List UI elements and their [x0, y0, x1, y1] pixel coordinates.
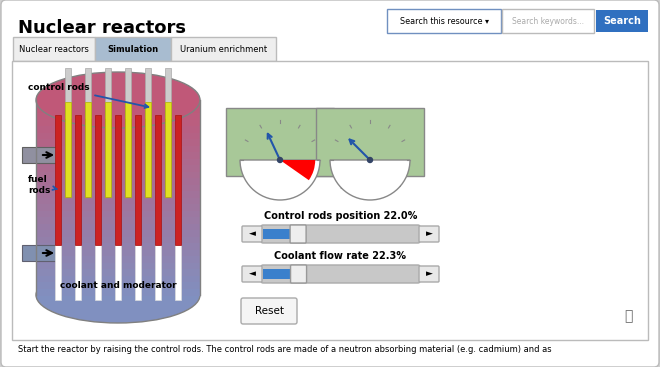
Text: control rods: control rods: [28, 83, 148, 108]
Text: Uranium enrichment: Uranium enrichment: [180, 44, 267, 54]
Text: ►: ►: [426, 229, 432, 239]
Text: Nuclear reactors: Nuclear reactors: [18, 19, 186, 37]
Text: Simulation: Simulation: [108, 44, 158, 54]
Bar: [263, 269, 298, 279]
Bar: [36, 126, 200, 134]
Bar: [36, 113, 200, 120]
Text: ◄: ◄: [249, 229, 255, 239]
Bar: [145, 68, 151, 118]
Text: Control rods position 22.0%: Control rods position 22.0%: [264, 211, 417, 221]
Bar: [95, 115, 101, 245]
Bar: [36, 217, 200, 225]
Bar: [135, 115, 141, 245]
Bar: [65, 102, 71, 197]
Bar: [36, 185, 200, 192]
Bar: [145, 102, 151, 197]
Bar: [36, 159, 200, 166]
Bar: [135, 245, 141, 300]
FancyBboxPatch shape: [171, 37, 276, 61]
Bar: [36, 211, 200, 218]
Text: Start the reactor by raising the control rods. The control rods are made of a ne: Start the reactor by raising the control…: [18, 345, 552, 355]
FancyBboxPatch shape: [290, 225, 306, 243]
FancyBboxPatch shape: [95, 37, 171, 61]
Bar: [36, 145, 200, 153]
FancyBboxPatch shape: [502, 9, 594, 33]
Bar: [596, 10, 648, 32]
Text: ◄: ◄: [249, 269, 255, 279]
FancyBboxPatch shape: [12, 61, 648, 340]
Bar: [36, 132, 200, 140]
Bar: [85, 102, 91, 197]
Bar: [36, 250, 200, 257]
Bar: [65, 68, 71, 118]
Bar: [36, 224, 200, 231]
Text: ►: ►: [426, 269, 432, 279]
Bar: [115, 245, 121, 300]
Circle shape: [277, 157, 282, 163]
Text: ⛶: ⛶: [624, 309, 632, 323]
Bar: [75, 115, 81, 245]
Text: Search this resource ▾: Search this resource ▾: [399, 17, 488, 25]
Bar: [36, 171, 200, 179]
Text: Search keywords...: Search keywords...: [512, 17, 584, 25]
Bar: [155, 245, 161, 300]
Bar: [36, 139, 200, 146]
Bar: [36, 197, 200, 205]
Bar: [175, 245, 181, 300]
Bar: [36, 152, 200, 160]
Text: fuel
rods: fuel rods: [28, 175, 57, 195]
Circle shape: [368, 157, 372, 163]
Wedge shape: [280, 160, 315, 180]
Text: Reset: Reset: [255, 306, 284, 316]
Text: Coolant flow rate 22.3%: Coolant flow rate 22.3%: [275, 251, 407, 261]
Bar: [105, 68, 111, 118]
Bar: [55, 245, 61, 300]
Bar: [36, 106, 200, 114]
Bar: [22, 245, 57, 261]
Bar: [36, 288, 200, 296]
FancyBboxPatch shape: [242, 266, 262, 282]
Text: Nuclear reactors: Nuclear reactors: [19, 44, 89, 54]
FancyBboxPatch shape: [261, 265, 420, 283]
Bar: [155, 115, 161, 245]
Ellipse shape: [36, 267, 200, 323]
Bar: [36, 282, 200, 290]
Wedge shape: [240, 160, 320, 200]
Bar: [36, 165, 200, 172]
Bar: [85, 68, 91, 118]
Bar: [226, 108, 334, 176]
Bar: [125, 68, 131, 118]
Bar: [115, 115, 121, 245]
Bar: [36, 243, 200, 251]
Bar: [316, 108, 424, 176]
Bar: [36, 120, 200, 127]
Bar: [36, 100, 200, 108]
Text: Search: Search: [603, 16, 641, 26]
Bar: [36, 236, 200, 244]
Bar: [36, 276, 200, 283]
Bar: [36, 204, 200, 211]
Bar: [36, 269, 200, 276]
FancyBboxPatch shape: [241, 298, 297, 324]
FancyBboxPatch shape: [419, 226, 439, 242]
Bar: [36, 262, 200, 270]
Bar: [263, 229, 297, 239]
Bar: [75, 245, 81, 300]
Text: power output: power output: [339, 180, 401, 189]
Bar: [165, 102, 171, 197]
Text: coolant and moderator: coolant and moderator: [59, 280, 176, 290]
Bar: [22, 147, 57, 163]
Bar: [36, 230, 200, 237]
Bar: [95, 245, 101, 300]
Bar: [105, 102, 111, 197]
Wedge shape: [330, 160, 410, 200]
Bar: [36, 191, 200, 199]
Bar: [125, 102, 131, 197]
FancyBboxPatch shape: [13, 37, 95, 61]
Text: temperature: temperature: [251, 180, 309, 189]
Bar: [175, 115, 181, 245]
Bar: [55, 115, 61, 245]
Bar: [36, 178, 200, 185]
Ellipse shape: [36, 72, 200, 128]
